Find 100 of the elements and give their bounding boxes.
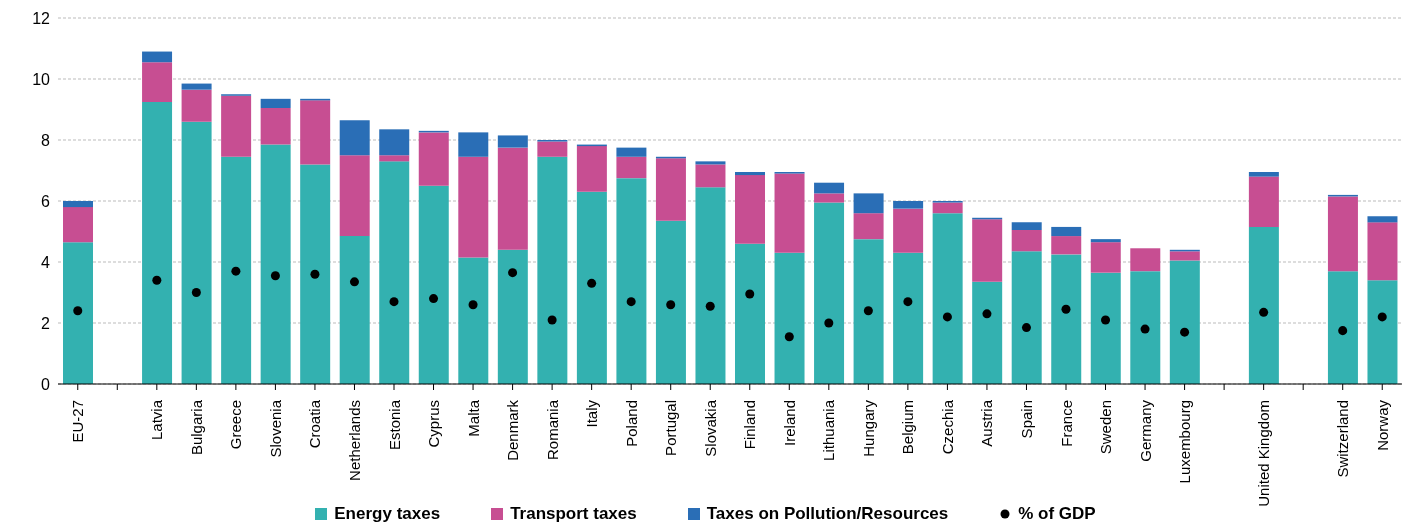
bar xyxy=(814,202,845,384)
bar xyxy=(1130,271,1161,384)
bar xyxy=(221,156,252,384)
legend-label: % of GDP xyxy=(1017,504,1096,524)
x-tick-label: Finland xyxy=(741,400,759,450)
point xyxy=(547,315,557,325)
bar xyxy=(695,164,726,188)
point xyxy=(903,297,913,307)
bar xyxy=(1090,272,1121,384)
bar xyxy=(655,158,686,221)
x-tick-label: Greece xyxy=(227,400,245,450)
bar xyxy=(893,208,924,253)
bar xyxy=(853,193,884,214)
y-tick-label: 0 xyxy=(41,375,51,393)
bar xyxy=(1169,251,1200,261)
bar xyxy=(576,191,607,384)
bar xyxy=(893,252,924,384)
bar xyxy=(774,252,805,384)
bar xyxy=(695,187,726,384)
bar xyxy=(379,129,410,156)
bar xyxy=(735,243,765,384)
bar xyxy=(497,147,528,250)
y-tick-label: 8 xyxy=(41,131,51,149)
bar xyxy=(932,202,963,214)
x-tick-label: Croatia xyxy=(306,399,324,449)
bar xyxy=(1090,239,1121,243)
point xyxy=(1377,312,1387,322)
point xyxy=(73,306,83,316)
x-tick-label: Czechia xyxy=(938,399,956,455)
x-tick-label: Malta xyxy=(464,399,482,437)
bar xyxy=(655,220,686,384)
point xyxy=(1259,307,1269,317)
bar xyxy=(260,144,291,384)
bar xyxy=(932,213,963,384)
x-tick-label: Germany xyxy=(1136,399,1154,462)
x-tick-label: Slovakia xyxy=(701,399,719,457)
bar xyxy=(418,185,449,384)
x-tick-label: Cyprus xyxy=(425,400,443,448)
bar xyxy=(537,156,568,384)
bar xyxy=(1367,216,1398,223)
point xyxy=(508,268,518,278)
bar xyxy=(458,257,489,384)
bar xyxy=(576,146,607,192)
y-tick-label: 10 xyxy=(32,70,51,88)
bar xyxy=(774,173,805,253)
x-tick-label: Belgium xyxy=(899,400,917,455)
y-tick-label: 6 xyxy=(41,192,51,210)
point xyxy=(349,277,359,287)
bar xyxy=(972,281,1003,384)
y-tick-label: 12 xyxy=(32,9,51,27)
x-tick-label: Romania xyxy=(543,399,561,461)
bar xyxy=(1367,222,1398,281)
bar xyxy=(63,207,93,243)
bar xyxy=(260,98,291,108)
point xyxy=(705,301,715,311)
x-tick-label: Italy xyxy=(583,399,601,428)
bar xyxy=(458,156,489,258)
bar xyxy=(1011,222,1042,230)
bar xyxy=(695,161,726,165)
bar xyxy=(221,95,252,157)
bar xyxy=(1327,271,1358,384)
bar xyxy=(1051,226,1082,237)
bar xyxy=(63,201,93,208)
x-tick-label: Netherlands xyxy=(345,400,363,481)
x-tick-label: United Kingdom xyxy=(1255,400,1273,507)
bar xyxy=(1327,196,1358,272)
point xyxy=(863,306,873,316)
point xyxy=(1021,323,1031,333)
point xyxy=(310,269,320,279)
x-tick-label: Poland xyxy=(622,400,640,447)
x-tick-label: Bulgaria xyxy=(187,399,205,456)
x-tick-label: EU-27 xyxy=(69,400,87,443)
point xyxy=(666,300,676,310)
x-tick-label: France xyxy=(1057,400,1075,447)
bar xyxy=(537,141,568,157)
bar xyxy=(1090,242,1121,273)
bar xyxy=(339,155,370,237)
bar xyxy=(1011,229,1042,252)
bar xyxy=(1248,172,1279,177)
bar xyxy=(142,51,173,63)
point xyxy=(1338,326,1348,336)
x-tick-label: Estonia xyxy=(385,399,403,451)
point xyxy=(745,289,755,299)
bar xyxy=(1248,226,1279,384)
bar xyxy=(853,239,884,384)
x-tick-label: Luxembourg xyxy=(1176,400,1194,484)
bar xyxy=(735,172,765,176)
bar xyxy=(181,83,212,90)
point xyxy=(1101,315,1111,325)
x-tick-label: Denmark xyxy=(504,399,522,461)
bar xyxy=(142,62,173,102)
point xyxy=(429,294,439,304)
x-tick-label: Slovenia xyxy=(266,399,284,458)
x-tick-label: Spain xyxy=(1017,400,1035,439)
bar xyxy=(616,156,647,179)
bar xyxy=(814,182,845,194)
bar xyxy=(1130,248,1161,272)
point xyxy=(942,312,952,322)
bar xyxy=(63,242,93,384)
point xyxy=(982,309,992,319)
